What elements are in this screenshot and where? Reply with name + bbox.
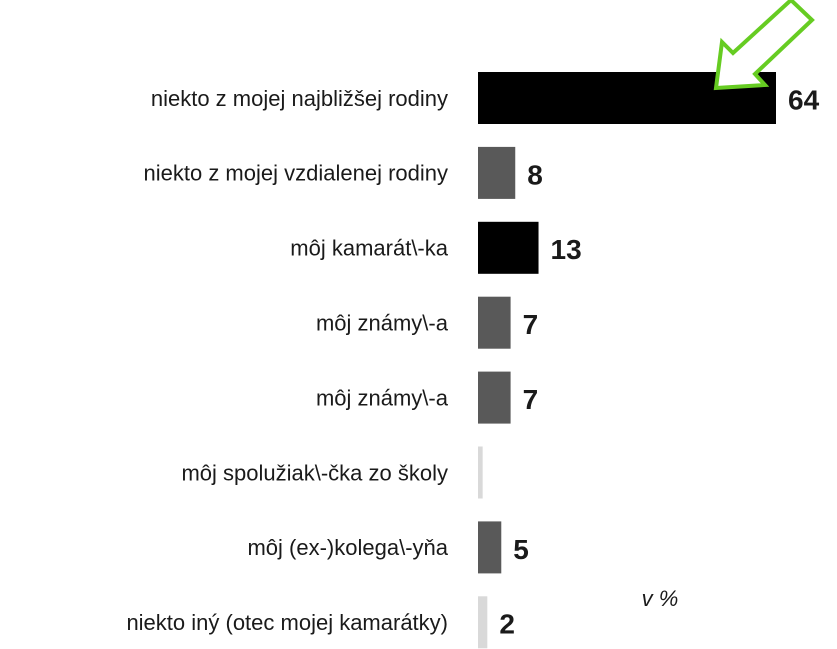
category-label: môj známy\-a [316,311,449,336]
arrow-icon [713,0,815,91]
category-label: môj známy\-a [316,385,449,410]
data-label: 7 [523,384,539,415]
bar [478,221,539,274]
bar [478,596,488,649]
data-label: 8 [527,159,543,190]
data-label: 7 [523,309,539,340]
bar [478,521,502,574]
category-label: niekto z mojej najbližšej rodiny [151,86,448,111]
category-label: niekto z mojej vzdialenej rodiny [144,161,449,186]
data-label: 2 [499,609,515,640]
bar [478,371,511,424]
category-label: niekto iný (otec mojej kamarátky) [126,610,448,635]
category-label: môj kamarát\-ka [290,236,448,261]
category-label: môj (ex-)kolega\-yňa [247,535,448,560]
bar [478,446,483,499]
data-label: 5 [513,534,529,565]
data-label: 13 [551,234,582,265]
bar [478,146,516,199]
data-label: 64 [788,84,820,115]
bar [478,296,511,349]
category-label: môj spolužiak\-čka zo školy [181,460,448,485]
annotation: v % [642,586,679,611]
